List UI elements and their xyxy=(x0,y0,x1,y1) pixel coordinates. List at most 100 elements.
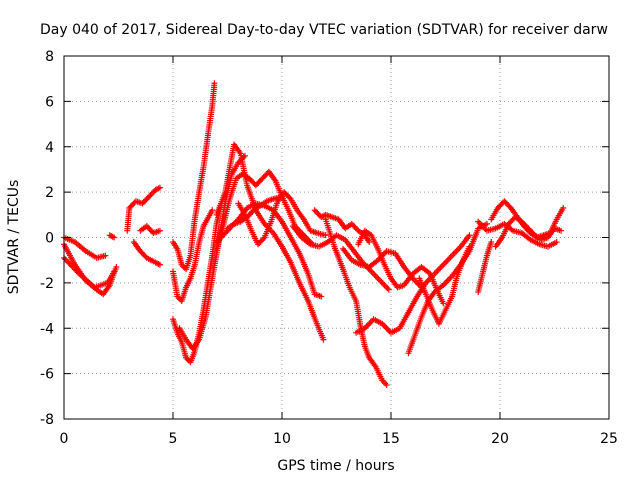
data-point xyxy=(261,172,268,179)
series-trace-28 xyxy=(492,214,565,250)
data-point xyxy=(505,220,512,227)
data-point xyxy=(286,194,293,201)
data-point xyxy=(351,223,358,230)
series-trace-27 xyxy=(488,198,567,241)
data-point xyxy=(507,219,514,226)
x-tick-label: 15 xyxy=(382,431,400,447)
chart-title: Day 040 of 2017, Sidereal Day-to-day VTE… xyxy=(40,22,608,38)
data-point xyxy=(211,80,218,87)
series-trace-4 xyxy=(106,232,118,241)
series-trace-6 xyxy=(130,239,163,268)
series-trace-22 xyxy=(353,232,473,336)
data-point xyxy=(113,263,120,270)
series-trace-26 xyxy=(475,218,560,250)
data-point xyxy=(252,182,259,189)
data-point xyxy=(126,205,133,212)
y-tick-label: 4 xyxy=(45,140,54,156)
y-tick-label: 0 xyxy=(45,231,54,247)
data-point xyxy=(496,203,503,210)
data-point xyxy=(148,190,155,197)
data-point xyxy=(281,189,288,196)
data-point xyxy=(283,191,290,198)
data-point xyxy=(313,208,320,215)
data-series xyxy=(61,80,567,388)
data-point xyxy=(257,238,264,245)
data-point xyxy=(282,190,289,197)
y-tick-label: 6 xyxy=(45,94,54,110)
data-point xyxy=(149,189,156,196)
data-point xyxy=(522,222,529,229)
data-point xyxy=(142,197,149,204)
data-point xyxy=(248,178,255,185)
data-point xyxy=(350,222,357,229)
data-point xyxy=(260,174,267,181)
data-point xyxy=(139,250,146,257)
data-point xyxy=(508,218,515,225)
x-axis-label: GPS time / hours xyxy=(277,458,394,474)
data-point xyxy=(156,227,163,234)
data-point xyxy=(518,218,525,225)
data-point xyxy=(497,202,504,209)
data-point xyxy=(383,381,390,388)
data-point xyxy=(209,207,216,214)
data-point xyxy=(285,193,292,200)
data-point xyxy=(147,192,154,199)
series-trace-9 xyxy=(170,207,216,305)
y-tick-label: 8 xyxy=(45,49,54,65)
data-point xyxy=(245,212,252,219)
y-tick-label: -6 xyxy=(40,367,54,383)
data-point xyxy=(553,239,560,246)
data-point xyxy=(558,227,565,234)
series-trace-25 xyxy=(475,239,495,295)
data-point xyxy=(314,209,321,216)
data-point xyxy=(111,234,118,241)
y-axis-label: SDTVAR / TECUs xyxy=(6,180,22,295)
series-trace-13 xyxy=(213,141,327,343)
data-point xyxy=(248,209,255,216)
data-point xyxy=(524,224,531,231)
series-trace-12 xyxy=(213,168,285,252)
data-point xyxy=(494,205,501,212)
data-point xyxy=(138,249,145,256)
data-point xyxy=(501,198,508,205)
series-trace-18 xyxy=(311,207,373,246)
data-point xyxy=(111,268,118,275)
data-point xyxy=(348,220,355,227)
data-point xyxy=(141,252,148,259)
data-point xyxy=(258,237,265,244)
series-trace-7 xyxy=(137,223,163,236)
data-point xyxy=(102,252,109,259)
y-tick-label: -2 xyxy=(40,276,54,292)
series-trace-8 xyxy=(170,80,218,273)
data-point xyxy=(483,220,490,227)
data-point xyxy=(254,180,261,187)
y-tick-label: 2 xyxy=(45,185,54,201)
data-point xyxy=(529,229,536,236)
data-point xyxy=(142,253,149,260)
data-point xyxy=(256,178,263,185)
series-trace-5 xyxy=(124,184,163,234)
data-point xyxy=(143,223,150,230)
data-point xyxy=(139,200,146,207)
data-point xyxy=(140,199,147,206)
data-point xyxy=(146,193,153,200)
data-point xyxy=(147,227,154,234)
series-trace-15 xyxy=(213,200,325,300)
x-tick-label: 10 xyxy=(273,431,291,447)
data-point xyxy=(130,200,137,207)
data-point xyxy=(385,286,392,293)
series-trace-1 xyxy=(61,241,120,298)
x-tick-label: 0 xyxy=(60,431,69,447)
data-point xyxy=(144,195,151,202)
data-point xyxy=(509,216,516,223)
data-point xyxy=(488,239,495,246)
data-point xyxy=(258,176,265,183)
y-tick-labels: -8 -6 -4 -2 0 2 4 6 8 xyxy=(40,49,54,428)
data-point xyxy=(466,243,473,250)
data-point xyxy=(318,293,325,300)
data-point xyxy=(127,203,134,210)
data-point xyxy=(526,226,533,233)
data-point xyxy=(322,232,329,239)
data-point xyxy=(235,159,242,166)
series-trace-19 xyxy=(322,216,390,388)
